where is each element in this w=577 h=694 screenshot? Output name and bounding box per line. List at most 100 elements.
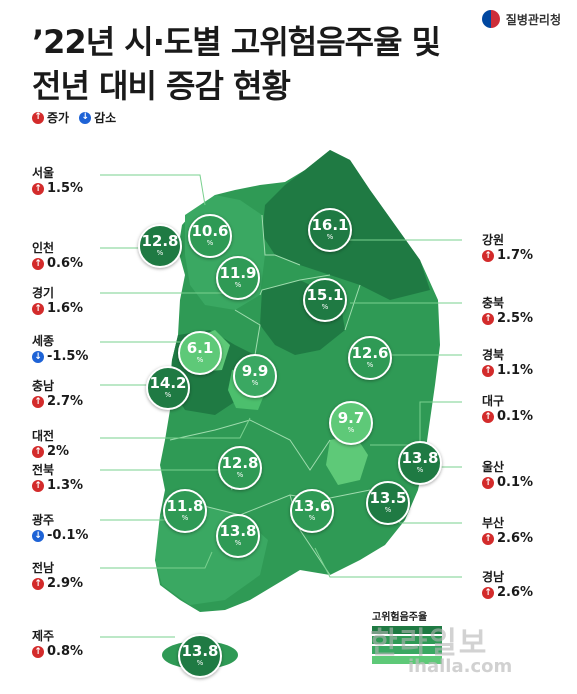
pin-unit: % <box>321 303 329 311</box>
pin-unit: % <box>181 514 189 522</box>
region-label: 충남 ↑ 2.7% <box>32 378 83 410</box>
pin-unit: % <box>164 391 172 399</box>
legend-decrease-label: 감소 <box>94 111 117 125</box>
change-value: 1.1% <box>497 363 534 378</box>
region-label: 인천 ↑ 0.6% <box>32 240 83 272</box>
pin-value: 12.8 <box>141 232 179 250</box>
pin-value: 13.8 <box>401 449 439 467</box>
pin-value: 12.6 <box>351 344 389 362</box>
legend-increase-label: 증가 <box>47 111 70 125</box>
pin-value: 11.8 <box>166 497 204 515</box>
watermark: 한라일보 <box>370 626 489 661</box>
pin-unit: % <box>156 249 164 257</box>
region-label: 경북 ↑ 1.1% <box>482 347 533 379</box>
region-change: ↑ 0.8% <box>32 644 83 660</box>
pin-value: 16.1 <box>311 216 349 234</box>
pin-unit: % <box>416 466 424 474</box>
pin-value: 13.8 <box>181 642 219 660</box>
legend-increase: ↑ 증가 <box>32 109 69 126</box>
pin-value: 9.7 <box>337 409 365 427</box>
value-pin: 11.8% <box>163 489 207 533</box>
value-pin: 12.8% <box>138 224 182 268</box>
pin-value: 6.1 <box>186 339 214 357</box>
down-arrow-icon: ↓ <box>32 351 44 363</box>
title-line-2: 전년 대비 증감 현황 <box>32 67 291 105</box>
down-arrow-icon: ↓ <box>32 530 44 542</box>
value-pin: 14.2% <box>146 366 190 410</box>
rate-legend-swatches <box>372 626 470 664</box>
title-line-1: ’22년 시·도별 고위험음주율 및 <box>32 23 441 61</box>
region-label: 울산 ↑ 0.1% <box>482 459 533 491</box>
pin-unit: % <box>196 659 204 667</box>
value-pin: 6.1% <box>178 331 222 375</box>
region-label: 대구 ↑ 0.1% <box>482 393 533 425</box>
region-change: ↑ 2.6% <box>482 585 533 601</box>
daegu-shape <box>326 435 368 485</box>
region-name: 경남 <box>482 570 505 584</box>
change-value: 2.7% <box>47 394 84 409</box>
change-value: 0.1% <box>497 409 534 424</box>
up-arrow-icon: ↑ <box>32 396 44 408</box>
value-pin: 15.1% <box>303 278 347 322</box>
region-change: ↑ 2% <box>32 444 69 460</box>
region-label: 대전 ↑ 2% <box>32 428 69 460</box>
change-value: 0.1% <box>497 475 534 490</box>
region-change: ↑ 2.5% <box>482 311 533 327</box>
value-pin: 13.8% <box>178 634 222 678</box>
pin-unit: % <box>236 471 244 479</box>
pin-value: 11.9 <box>219 264 257 282</box>
region-name: 전남 <box>32 561 55 575</box>
value-pin: 13.8% <box>216 514 260 558</box>
region-change: ↑ 2.6% <box>482 531 533 547</box>
change-value: 2.6% <box>497 585 534 600</box>
region-change: ↑ 0.1% <box>482 409 533 425</box>
value-pin: 12.8% <box>218 446 262 490</box>
value-pin: 9.7% <box>329 401 373 445</box>
up-arrow-icon: ↑ <box>482 533 494 545</box>
rate-legend-title: 고위험음주율 <box>372 612 428 623</box>
up-arrow-icon: ↑ <box>482 411 494 423</box>
pin-value: 13.6 <box>293 497 331 515</box>
region-change: ↑ 1.5% <box>32 181 83 197</box>
pin-value: 13.8 <box>219 522 257 540</box>
region-name: 경북 <box>482 348 505 362</box>
region-change: ↑ 0.6% <box>32 256 83 272</box>
up-arrow-icon: ↑ <box>32 303 44 315</box>
up-arrow-icon: ↑ <box>32 258 44 270</box>
up-arrow-icon: ↑ <box>32 111 44 124</box>
region-change: ↑ 0.1% <box>482 475 533 491</box>
change-value: -1.5% <box>47 349 89 364</box>
region-label: 충북 ↑ 2.5% <box>482 295 533 327</box>
change-value: 2.6% <box>497 531 534 546</box>
region-label: 광주 ↓ -0.1% <box>32 512 88 544</box>
region-name: 광주 <box>32 513 55 527</box>
change-value: 0.6% <box>47 256 84 271</box>
region-name: 대전 <box>32 429 55 443</box>
up-arrow-icon: ↑ <box>32 446 44 458</box>
pin-unit: % <box>384 506 392 514</box>
change-value: 1.3% <box>47 478 84 493</box>
change-value: 1.7% <box>497 248 534 263</box>
value-pin: 13.6% <box>290 489 334 533</box>
pin-value: 12.8 <box>221 454 259 472</box>
region-change: ↑ 1.3% <box>32 478 83 494</box>
pin-unit: % <box>366 361 374 369</box>
up-arrow-icon: ↑ <box>482 365 494 377</box>
region-name: 전북 <box>32 463 55 477</box>
region-name: 대구 <box>482 394 505 408</box>
region-change: ↓ -1.5% <box>32 349 88 365</box>
change-value: 2% <box>47 444 70 459</box>
change-value: 2.5% <box>497 311 534 326</box>
page-title: ’22년 시·도별 고위험음주율 및 전년 대비 증감 현황 <box>32 20 441 108</box>
pin-unit: % <box>251 379 259 387</box>
pin-unit: % <box>206 239 214 247</box>
region-name: 울산 <box>482 460 505 474</box>
up-arrow-icon: ↑ <box>32 578 44 590</box>
region-change: ↑ 1.1% <box>482 363 533 379</box>
pin-value: 10.6 <box>191 222 229 240</box>
change-legend: ↑ 증가 ↓ 감소 <box>32 109 116 126</box>
region-name: 경기 <box>32 286 55 300</box>
region-label: 전남 ↑ 2.9% <box>32 560 83 592</box>
brand: 질병관리청 <box>481 10 561 28</box>
brand-name: 질병관리청 <box>505 12 561 27</box>
